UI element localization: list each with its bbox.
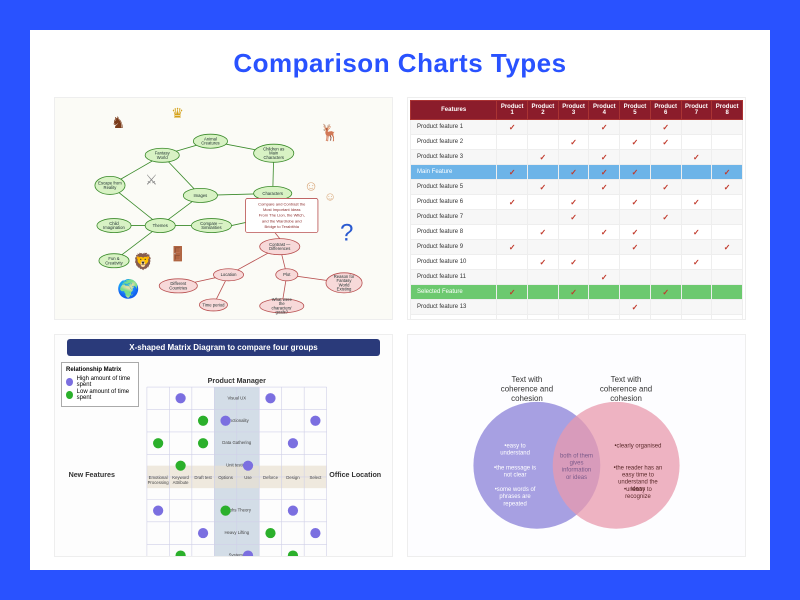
svg-text:Characters: Characters (263, 155, 284, 160)
svg-text:Use: Use (244, 475, 252, 480)
svg-text:Location: Location (221, 272, 238, 277)
comparison-table: FeaturesProduct 1Product 2Product 3Produ… (410, 100, 743, 320)
svg-text:repeated: repeated (503, 501, 526, 507)
svg-text:•the reader has an: •the reader has an (614, 465, 663, 471)
svg-text:Visual UX: Visual UX (227, 395, 246, 400)
svg-text:not clear: not clear (504, 472, 527, 478)
page-title: Comparison Charts Types (54, 48, 746, 79)
matrix-title: X-shaped Matrix Diagram to compare four … (67, 339, 380, 356)
chart-grid: Escape fromRealityFantasyWorldAnimalCrea… (54, 97, 746, 557)
infographic-frame: Comparison Charts Types Escape fromReali… (30, 30, 770, 570)
svg-text:Heavy Lifting: Heavy Lifting (224, 530, 249, 535)
svg-text:Bridge to Terabithia: Bridge to Terabithia (265, 224, 300, 229)
svg-text:World: World (157, 155, 169, 160)
svg-text:Text with: Text with (611, 375, 642, 384)
svg-text:Imagination: Imagination (103, 225, 125, 230)
svg-text:•uneasy to: •uneasy to (624, 487, 653, 493)
svg-text:Plot: Plot (283, 272, 291, 277)
svg-text:Deforce: Deforce (263, 475, 279, 480)
venn-diagram: Text withcoherence andcohesionText withc… (408, 335, 745, 556)
knight-icon: ♞ (111, 114, 125, 132)
svg-text:cohesion: cohesion (511, 394, 543, 403)
face-icon: ☺ (304, 177, 318, 193)
svg-text:Existing: Existing (337, 287, 352, 292)
svg-text:Reality: Reality (104, 185, 118, 190)
svg-text:recognize: recognize (625, 494, 651, 500)
svg-text:gives: gives (570, 461, 584, 467)
svg-text:•the message is: •the message is (494, 465, 536, 471)
lion-icon: 🦁 (133, 252, 153, 271)
svg-text:Most Important Ideas: Most Important Ideas (263, 207, 301, 212)
svg-text:cohesion: cohesion (610, 394, 642, 403)
venn-cell: Text withcoherence andcohesionText withc… (407, 334, 746, 557)
svg-text:Creatures: Creatures (201, 141, 219, 146)
svg-text:Office Location: Office Location (329, 471, 381, 479)
svg-text:Processing: Processing (148, 480, 170, 485)
svg-text:coherence and: coherence and (501, 385, 553, 394)
svg-text:Systems: Systems (229, 553, 245, 557)
svg-text:From The Lion, the Witch,: From The Lion, the Witch, (259, 213, 305, 218)
mindmap-cell: Escape fromRealityFantasyWorldAnimalCrea… (54, 97, 393, 320)
svg-text:Compare and Contrast the: Compare and Contrast the (258, 201, 306, 206)
svg-text:Similarities: Similarities (201, 225, 221, 230)
svg-text:information: information (562, 468, 591, 474)
svg-text:Product Manager: Product Manager (208, 377, 266, 385)
svg-text:or ideas: or ideas (566, 475, 587, 481)
svg-text:Select: Select (309, 475, 322, 480)
svg-text:and the Wardrobe and: and the Wardrobe and (262, 218, 302, 223)
svg-text:goals?: goals? (276, 310, 289, 315)
mindmap-diagram: Escape fromRealityFantasyWorldAnimalCrea… (55, 98, 392, 319)
svg-text:both of them: both of them (560, 453, 593, 459)
svg-text:Creativity: Creativity (105, 260, 123, 265)
svg-text:phrases are: phrases are (499, 494, 531, 500)
question-icon: ? (340, 220, 353, 247)
svg-text:understand: understand (500, 451, 530, 457)
svg-text:Text with: Text with (512, 375, 543, 384)
svg-text:•easy to: •easy to (504, 443, 526, 449)
comparison-table-cell: FeaturesProduct 1Product 2Product 3Produ… (407, 97, 746, 320)
svg-text:Draft test: Draft test (194, 475, 212, 480)
svg-text:Design: Design (286, 475, 300, 480)
svg-text:Themes: Themes (153, 223, 168, 228)
svg-text:Time period: Time period (202, 302, 225, 307)
wardrobe-icon: 🚪 (169, 246, 187, 263)
matrix-legend-title: Relationship Matrix (66, 367, 134, 373)
svg-text:Differences: Differences (269, 246, 290, 251)
svg-text:Countries: Countries (169, 285, 187, 290)
sword-icon: ⚔ (145, 171, 158, 187)
svg-text:Attribute: Attribute (173, 480, 190, 485)
matrix-legend: Relationship Matrix High amount of time … (61, 362, 139, 407)
svg-text:understand the: understand the (618, 480, 658, 486)
svg-text:New Features: New Features (69, 471, 115, 479)
svg-text:•clearly organised: •clearly organised (614, 443, 661, 449)
deer-icon: 🦌 (320, 123, 340, 142)
crown-icon: ♛ (171, 105, 184, 121)
svg-text:Options: Options (218, 475, 233, 480)
svg-text:easy time to: easy time to (622, 472, 655, 478)
matrix-cell: X-shaped Matrix Diagram to compare four … (54, 334, 393, 557)
globe-icon: 🌍 (117, 278, 140, 299)
face2-icon: ☺ (324, 189, 336, 203)
svg-text:Characters: Characters (262, 191, 283, 196)
svg-text:coherence and: coherence and (600, 385, 652, 394)
svg-text:Data Gathering: Data Gathering (222, 440, 252, 445)
svg-text:•some words of: •some words of (495, 487, 536, 493)
svg-text:Images: Images (193, 193, 207, 198)
